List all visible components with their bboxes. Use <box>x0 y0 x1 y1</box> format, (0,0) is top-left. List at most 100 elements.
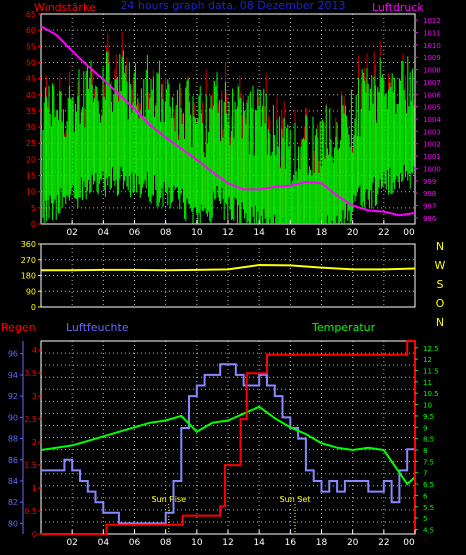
wind-xtick-label: 02 <box>66 228 77 238</box>
pressure-ytick-label: 1004 <box>423 116 441 124</box>
rain-line <box>41 340 416 535</box>
rht-xtick-label: 16 <box>285 538 297 548</box>
rht-xtick-label: 14 <box>253 538 265 548</box>
rht-xtick-label: 04 <box>98 538 110 548</box>
wind-xtick-label: 10 <box>191 228 203 238</box>
direction-letter: N <box>436 316 444 329</box>
wind-speed-series <box>42 32 415 224</box>
wind-xtick-label: 06 <box>129 228 141 238</box>
humidity-ytick-label: 96 <box>8 350 18 359</box>
pressure-ytick-label: 1000 <box>423 165 441 173</box>
pressure-ytick-label: 1003 <box>423 128 441 136</box>
temperature-ytick-label: 5.5 <box>423 504 434 512</box>
wind-xtick-label: 18 <box>316 228 328 238</box>
direction-letter: W <box>435 259 446 272</box>
direction-ytick-label: 270 <box>21 256 36 265</box>
wind-ytick-label: 45 <box>26 75 36 84</box>
direction-ytick-label: 180 <box>21 272 36 281</box>
pressure-ytick-label: 1012 <box>423 17 441 25</box>
pressure-ytick-label: 1009 <box>423 54 441 62</box>
pressure-ytick-label: 996 <box>423 215 437 223</box>
wind-ytick-label: 30 <box>26 123 36 132</box>
pressure-ytick-label: 1007 <box>423 79 441 87</box>
direction-ytick-label: 360 <box>21 240 36 249</box>
direction-ytick-label: 0 <box>31 303 36 312</box>
temperature-ytick-label: 7.5 <box>423 458 434 466</box>
humidity-ytick-label: 88 <box>8 435 18 444</box>
rain-axis-label: Regen <box>1 321 36 334</box>
rain-ytick-label: 4 <box>32 346 37 355</box>
pressure-ytick-label: 1011 <box>423 30 441 38</box>
temperature-ytick-label: 9 <box>423 424 427 432</box>
rht-xtick-label: 00 <box>403 538 415 548</box>
sun-annotations: Sun Rise Sun Set <box>151 495 310 534</box>
pressure-axis-label: Luftdruck <box>372 1 424 14</box>
rht-xtick-label: 06 <box>129 538 141 548</box>
wind-ytick-label: 25 <box>26 139 36 148</box>
temperature-ytick-label: 12.5 <box>423 345 439 353</box>
humidity-ytick-label: 82 <box>8 498 18 507</box>
rht-xtick-label: 12 <box>222 538 233 548</box>
wind-xtick-label: 08 <box>160 228 172 238</box>
pressure-ytick-label: 1008 <box>423 67 441 75</box>
direction-grid <box>41 244 415 307</box>
temperature-ytick-label: 9.5 <box>423 413 434 421</box>
pressure-ytick-label: 998 <box>423 190 436 198</box>
temperature-ytick-label: 12 <box>423 356 432 364</box>
temperature-ytick-label: 10.5 <box>423 390 439 398</box>
rain-ytick-label: 0.5 <box>24 507 37 516</box>
temperature-ytick-label: 7 <box>423 470 427 478</box>
wind-ytick-label: 55 <box>26 42 36 51</box>
rain-ytick-label: 3.5 <box>24 369 37 378</box>
direction-letter: N <box>436 240 444 253</box>
direction-ytick-label: 90 <box>26 287 36 296</box>
wind-ytick-label: 40 <box>26 91 36 100</box>
wind-yaxis-ticks: 0 5 10 15 20 25 30 35 40 45 50 55 60 65 <box>26 10 41 229</box>
chart-title: 24 hours graph data, 08 Dezember 2013 <box>120 0 345 12</box>
rain-ytick-label: 0 <box>32 530 37 539</box>
temperature-ytick-label: 8 <box>423 447 427 455</box>
humidity-ytick-label: 94 <box>8 371 18 380</box>
rain-ytick-label: 1 <box>32 484 37 493</box>
wind-xtick-label: 14 <box>253 228 265 238</box>
rht-xtick-label: 08 <box>160 538 172 548</box>
humidity-axis-label: Luftfeuchte <box>66 321 129 334</box>
temperature-ytick-label: 5 <box>423 515 427 523</box>
pressure-ytick-label: 997 <box>423 202 436 210</box>
humidity-ytick-label: 86 <box>8 456 18 465</box>
wind-direction-line <box>41 263 416 272</box>
rht-xtick-label: 18 <box>316 538 328 548</box>
temperature-ytick-label: 11 <box>423 379 432 387</box>
wind-ytick-label: 35 <box>26 107 36 116</box>
wind-ytick-label: 0 <box>31 220 36 229</box>
pressure-ytick-label: 1002 <box>423 141 441 149</box>
wind-ytick-label: 20 <box>26 155 36 164</box>
rain-ytick-label: 3 <box>32 392 37 401</box>
sun-annotation: Sun Set <box>280 495 311 504</box>
wind-pressure-panel: 0 5 10 15 20 25 30 35 40 45 50 55 60 65 996 997 998 999 1… <box>26 10 442 238</box>
temperature-ytick-label: 11.5 <box>423 368 439 376</box>
rht-xtick-label: 02 <box>66 538 77 548</box>
wind-xtick-label: 12 <box>222 228 233 238</box>
pressure-yaxis-ticks: 996 997 998 999 1000 1001 1002 1003 1004 1005 1006… <box>415 17 441 223</box>
rain-ytick-label: 2.5 <box>24 415 37 424</box>
pressure-ytick-label: 1001 <box>423 153 441 161</box>
humidity-ytick-label: 80 <box>8 519 18 528</box>
temperature-ytick-label: 4.5 <box>423 526 434 534</box>
wind-ytick-label: 60 <box>26 26 36 35</box>
pressure-ytick-label: 1010 <box>423 42 441 50</box>
pressure-ytick-label: 999 <box>423 178 436 186</box>
rain-ytick-label: 1.5 <box>24 461 37 470</box>
wind-xtick-label: 22 <box>378 228 389 238</box>
wind-xtick-label: 04 <box>98 228 110 238</box>
wind-ytick-label: 10 <box>26 188 36 197</box>
rht-xtick-label: 20 <box>347 538 359 548</box>
temperature-line <box>40 405 416 486</box>
humidity-yaxis-ticks: 80 82 84 86 88 90 92 94 96 <box>8 341 24 534</box>
pressure-line <box>40 25 416 217</box>
wind-axis-label: Windstärke <box>34 1 96 14</box>
wind-xaxis-ticks: 02 04 06 08 10 12 14 16 18 20 22 00 <box>66 220 416 238</box>
humidity-ytick-label: 92 <box>8 392 18 401</box>
